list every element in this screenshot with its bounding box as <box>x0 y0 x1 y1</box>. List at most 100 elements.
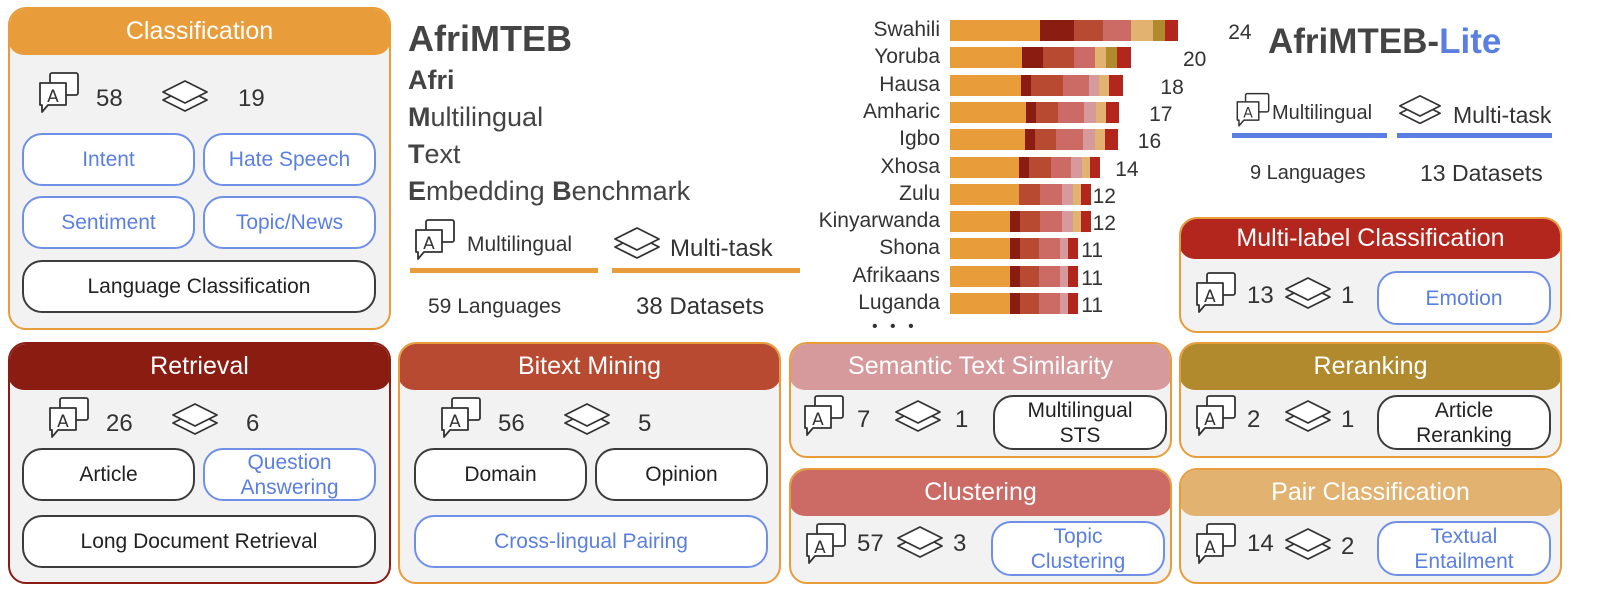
task-article[interactable]: Article <box>22 448 195 501</box>
expansion-line-multilingual: Multilingual <box>408 102 544 132</box>
multilingual-icon <box>412 218 458 264</box>
language-count: 56 <box>498 410 525 437</box>
task-cross-lingual-pairing[interactable]: Cross-lingual Pairing <box>414 515 768 568</box>
bar-segment <box>950 101 1026 123</box>
bar-luganda <box>950 293 1078 314</box>
bar-segment <box>1018 156 1030 178</box>
bar-segment <box>1039 265 1060 287</box>
layers-icon <box>170 402 220 438</box>
bar-segment <box>1009 293 1021 314</box>
bar-segment <box>1039 293 1060 314</box>
bar-yoruba <box>950 47 1176 69</box>
bar-segment <box>1058 101 1085 123</box>
bar-label-yoruba: Yoruba <box>874 45 940 69</box>
lite-multitask-label: Multi-task <box>1453 102 1552 128</box>
bar-segment <box>1009 238 1021 260</box>
bar-value-kinyarwanda: 12 <box>1092 212 1116 236</box>
task-sentiment[interactable]: Sentiment <box>22 196 195 249</box>
bar-segment <box>950 20 1041 41</box>
multilingual-icon <box>1193 271 1239 317</box>
bar-label-afrikaans: Afrikaans <box>852 263 940 287</box>
multitask-label: Multi-task <box>670 235 773 262</box>
language-count: 26 <box>106 410 133 437</box>
language-count: 2 <box>1247 406 1261 433</box>
multilingual-underline <box>410 268 598 273</box>
bar-segment <box>1009 265 1021 287</box>
multilingual-icon <box>46 396 92 442</box>
bar-segment <box>1034 129 1057 151</box>
dataset-count: 6 <box>246 410 260 437</box>
bar-segment <box>1042 47 1075 69</box>
bar-label-amharic: Amharic <box>862 99 940 123</box>
bar-segment <box>1022 47 1043 69</box>
task-multilingual-sts[interactable]: Multilingual STS <box>993 395 1167 450</box>
lite-multilingual-underline <box>1232 133 1387 138</box>
bar-value-swahili: 24 <box>1228 21 1252 44</box>
bar-amharic <box>950 101 1142 123</box>
bar-segment <box>1031 74 1063 96</box>
card-title: Semantic Text Similarity <box>791 344 1170 390</box>
bar-segment <box>1029 156 1051 178</box>
bar-segment <box>1094 47 1106 69</box>
layers-icon <box>1283 276 1333 312</box>
task-language-classification[interactable]: Language Classification <box>22 260 376 313</box>
bar-segment <box>1074 20 1103 41</box>
bar-segment <box>950 47 1023 69</box>
lite-datasets-count: 13 Datasets <box>1420 160 1543 186</box>
multitask-underline <box>612 268 800 273</box>
bar-segment <box>1021 74 1032 96</box>
multilingual-icon <box>438 396 484 442</box>
multilingual-icon <box>1193 394 1239 440</box>
task-long-document-retrieval[interactable]: Long Document Retrieval <box>22 515 376 568</box>
card-title: Retrieval <box>10 344 389 390</box>
bar-segment <box>1099 74 1110 96</box>
bar-segment <box>950 265 1010 287</box>
language-count: 14 <box>1247 530 1274 557</box>
task-opinion[interactable]: Opinion <box>595 448 768 501</box>
bar-segment <box>1050 156 1071 178</box>
chart-ellipsis: • • • <box>872 318 918 335</box>
bar-segment <box>1088 74 1100 96</box>
bar-segment <box>1090 156 1101 178</box>
bar-segment <box>1102 20 1131 41</box>
layers-icon <box>1283 527 1333 563</box>
bar-segment <box>1025 101 1036 123</box>
bar-segment <box>1094 129 1105 151</box>
task-article-reranking[interactable]: Article Reranking <box>1377 395 1551 450</box>
layers-icon <box>1397 94 1443 127</box>
task-topic-news[interactable]: Topic/News <box>203 196 376 249</box>
bar-zulu <box>950 183 1092 205</box>
task-emotion[interactable]: Emotion <box>1377 271 1551 325</box>
lite-multitask-underline <box>1397 133 1552 138</box>
dataset-count: 1 <box>955 406 969 433</box>
bar-segment <box>1081 211 1092 233</box>
bar-segment <box>950 156 1019 178</box>
bar-segment <box>1040 20 1075 41</box>
bar-label-kinyarwanda: Kinyarwanda <box>818 209 940 233</box>
bitext-mining-card: Bitext Mining 56 5 Domain Opinion Cross-… <box>398 342 781 584</box>
pair-classification-card: Pair Classification 14 2 Textual Entailm… <box>1179 468 1562 584</box>
layers-icon <box>562 402 612 438</box>
bar-segment <box>1059 265 1068 287</box>
bar-segment <box>1105 47 1118 69</box>
bar-shona <box>950 238 1078 260</box>
bar-segment <box>1056 129 1084 151</box>
task-hate-speech[interactable]: Hate Speech <box>203 133 376 186</box>
bar-label-hausa: Hausa <box>879 72 940 96</box>
layers-icon <box>1283 399 1333 435</box>
task-question-answering[interactable]: Question Answering <box>203 448 376 501</box>
language-count: 57 <box>857 530 884 557</box>
task-domain[interactable]: Domain <box>414 448 587 501</box>
bar-segment <box>950 74 1022 96</box>
bar-label-shona: Shona <box>879 236 940 260</box>
multilingual-label: Multilingual <box>467 233 573 256</box>
task-topic-clustering[interactable]: Topic Clustering <box>991 521 1165 576</box>
bar-value-yoruba: 20 <box>1183 48 1207 72</box>
bar-value-amharic: 17 <box>1149 102 1173 126</box>
bar-segment <box>1117 47 1131 69</box>
card-title: Multi-label Classification <box>1181 219 1560 259</box>
task-textual-entailment[interactable]: Textual Entailment <box>1377 521 1551 576</box>
bar-value-igbo: 16 <box>1137 130 1162 154</box>
language-count: 7 <box>857 406 871 433</box>
task-intent[interactable]: Intent <box>22 133 195 186</box>
